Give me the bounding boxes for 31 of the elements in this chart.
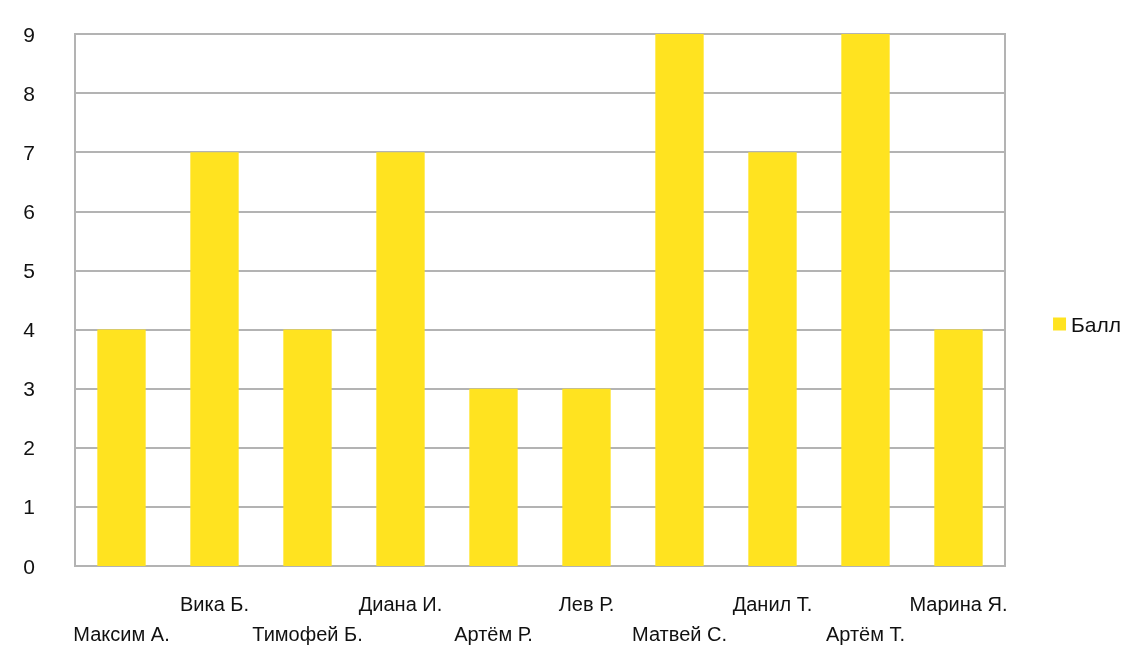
y-tick-label: 8 xyxy=(23,81,35,105)
y-tick-label: 9 xyxy=(23,22,35,46)
bar xyxy=(469,388,518,566)
legend-label: Балл xyxy=(1071,312,1121,336)
y-tick-label: 6 xyxy=(23,199,35,223)
bar xyxy=(841,34,890,566)
x-tick-label: Артём Р. xyxy=(454,623,533,645)
x-tick-label: Марина Я. xyxy=(909,593,1008,615)
x-tick-label: Вика Б. xyxy=(179,593,250,615)
x-tick-label: Диана И. xyxy=(358,593,443,615)
y-tick-label: 7 xyxy=(23,140,35,164)
bar xyxy=(97,329,146,566)
bar xyxy=(562,388,611,566)
x-tick-label: Максим А. xyxy=(73,623,170,645)
y-tick-label: 1 xyxy=(23,495,35,519)
bar xyxy=(376,152,425,566)
x-tick-label: Тимофей Б. xyxy=(252,623,363,645)
x-tick-label: Артём Т. xyxy=(825,623,906,645)
bar xyxy=(190,152,239,566)
x-tick-label: Лев Р. xyxy=(558,593,615,615)
y-tick-label: 0 xyxy=(23,554,35,578)
bar xyxy=(748,152,797,566)
bar xyxy=(934,329,983,566)
y-tick-label: 2 xyxy=(23,436,35,460)
x-tick-label: Матвей С. xyxy=(632,623,727,645)
y-tick-label: 4 xyxy=(23,318,36,342)
y-tick-label: 5 xyxy=(23,258,35,282)
x-tick-label: Данил Т. xyxy=(732,593,813,615)
y-tick-label: 3 xyxy=(23,377,35,401)
bar xyxy=(283,329,332,566)
bar xyxy=(655,34,704,566)
